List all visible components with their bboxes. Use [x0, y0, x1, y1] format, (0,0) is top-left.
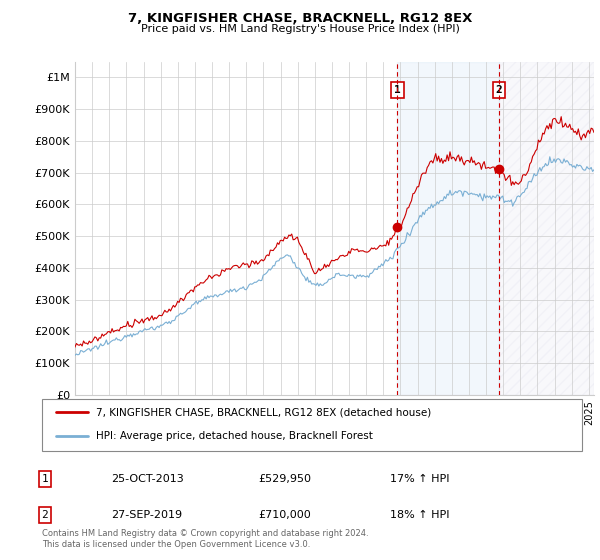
Text: 2: 2	[496, 85, 502, 95]
Bar	[397, 62, 499, 395]
Bar	[499, 62, 594, 395]
Text: HPI: Average price, detached house, Bracknell Forest: HPI: Average price, detached house, Brac…	[96, 431, 373, 441]
Text: £710,000: £710,000	[258, 510, 311, 520]
Text: 25-OCT-2013: 25-OCT-2013	[111, 474, 184, 484]
Text: 1: 1	[394, 85, 401, 95]
Text: 18% ↑ HPI: 18% ↑ HPI	[390, 510, 449, 520]
Text: 17% ↑ HPI: 17% ↑ HPI	[390, 474, 449, 484]
Text: 7, KINGFISHER CHASE, BRACKNELL, RG12 8EX: 7, KINGFISHER CHASE, BRACKNELL, RG12 8EX	[128, 12, 472, 25]
FancyBboxPatch shape	[42, 399, 582, 451]
Text: 7, KINGFISHER CHASE, BRACKNELL, RG12 8EX (detached house): 7, KINGFISHER CHASE, BRACKNELL, RG12 8EX…	[96, 407, 431, 417]
Text: 27-SEP-2019: 27-SEP-2019	[111, 510, 182, 520]
Text: 1: 1	[41, 474, 49, 484]
Text: 2: 2	[41, 510, 49, 520]
Text: £529,950: £529,950	[258, 474, 311, 484]
Text: Price paid vs. HM Land Registry's House Price Index (HPI): Price paid vs. HM Land Registry's House …	[140, 24, 460, 34]
Text: Contains HM Land Registry data © Crown copyright and database right 2024.
This d: Contains HM Land Registry data © Crown c…	[42, 529, 368, 549]
